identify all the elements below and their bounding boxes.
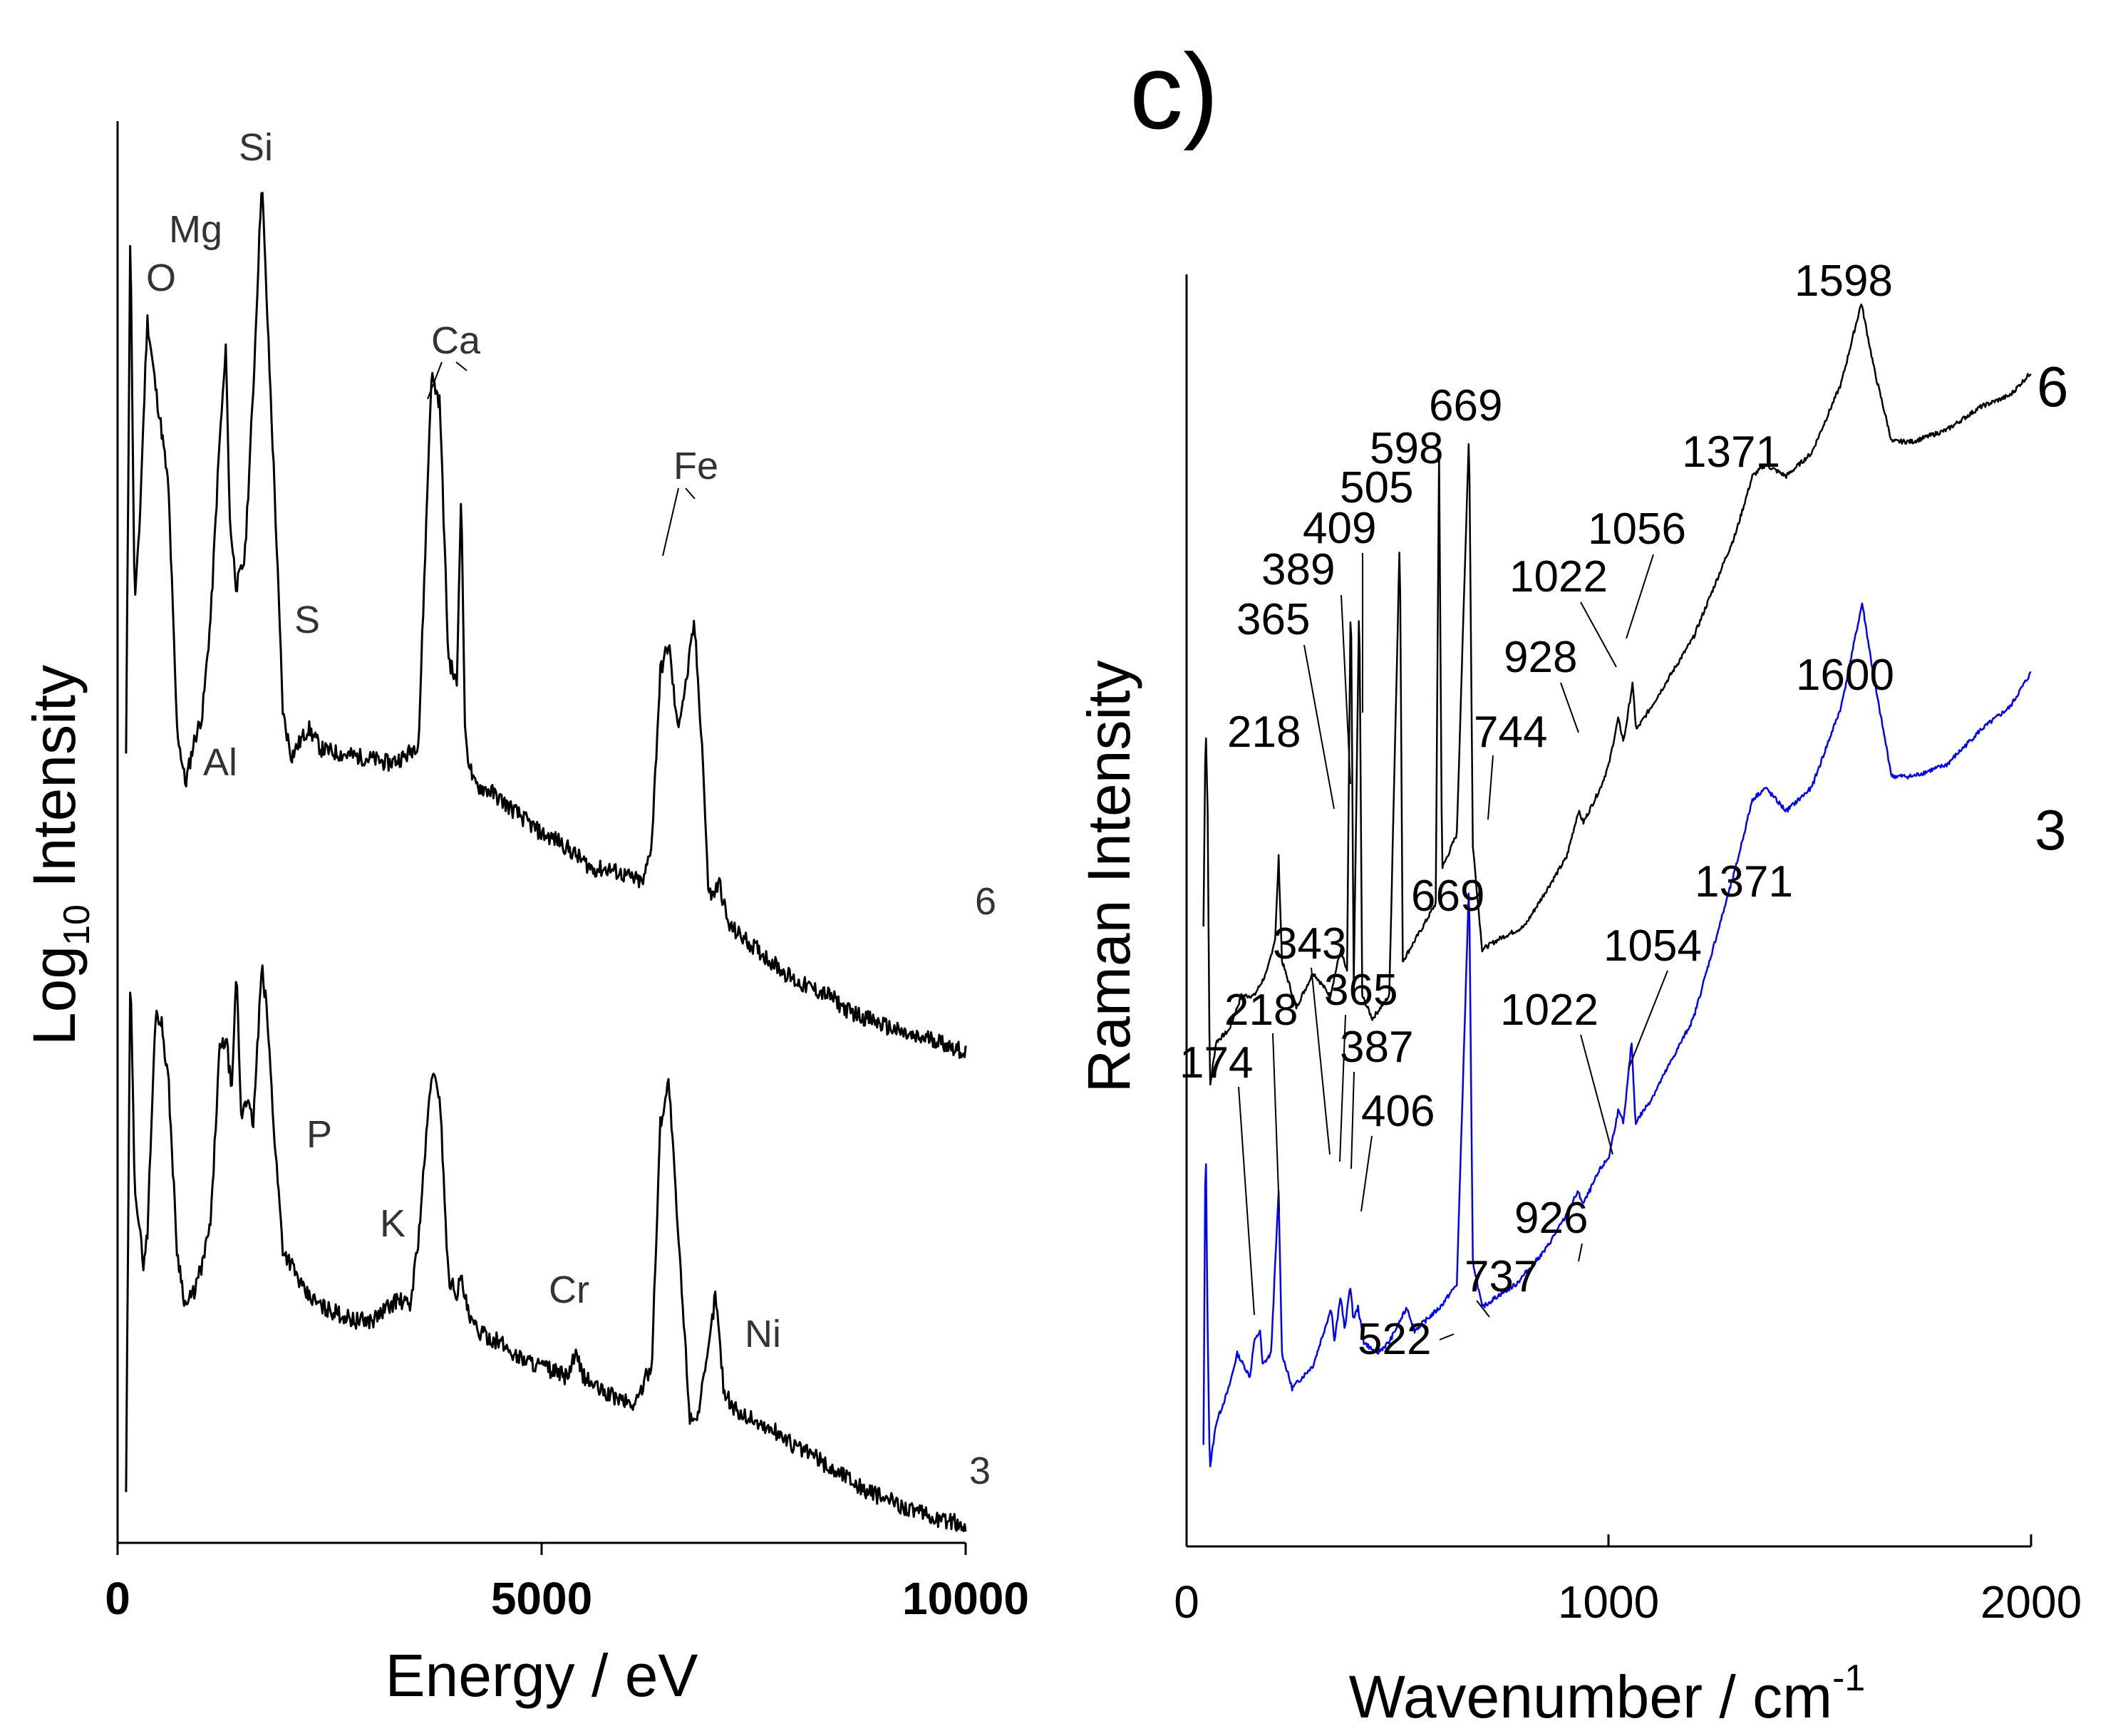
- edx-y-title-sub: 10: [56, 904, 98, 946]
- raman-peak-3-174: 174: [1179, 1038, 1253, 1087]
- raman-series-label-3: 3: [2035, 798, 2067, 862]
- edx-y-axis-title: Log10 Intensity: [21, 665, 98, 1045]
- raman-leader-6-389: [1341, 594, 1351, 785]
- raman-peak-3-365: 365: [1324, 966, 1398, 1015]
- raman-leader-3-406: [1360, 1135, 1373, 1212]
- raman-peak-3-1371: 1371: [1695, 857, 1793, 906]
- raman-peak-3-669: 669: [1411, 872, 1484, 921]
- edx-x-tick-label-0: 0: [105, 1573, 130, 1624]
- raman-leader-3-343: [1311, 967, 1331, 1155]
- raman-series-label-6: 6: [2037, 355, 2069, 418]
- raman-peak-6-409: 409: [1303, 504, 1376, 553]
- edx-series-3-line: [125, 964, 967, 1532]
- raman-peak-3-1600: 1600: [1796, 651, 1894, 700]
- edx-y-title-rest: Intensity: [21, 665, 88, 904]
- raman-leader-3-926: [1578, 1243, 1583, 1262]
- raman-series-6-line: [1202, 303, 2032, 1086]
- edx-label-Si: Si: [239, 126, 273, 169]
- raman-peak-3-343: 343: [1273, 919, 1346, 968]
- raman-leader-3-174: [1238, 1086, 1255, 1316]
- edx-label-S: S: [294, 599, 320, 641]
- raman-leader-6-928: [1560, 682, 1579, 733]
- edx-series-label-6: 6: [975, 880, 996, 923]
- edx-chart: 0 5000 10000 Energy / eV Log10 Intensity…: [21, 121, 1029, 1709]
- edx-fe-leader-b: [685, 487, 696, 500]
- raman-peak-3-218: 218: [1224, 986, 1298, 1035]
- raman-peak-6-928: 928: [1504, 633, 1577, 682]
- raman-x-axis-title: Wavenumber / cm-1: [1349, 1658, 1866, 1730]
- raman-leader-6-1022: [1580, 601, 1617, 668]
- edx-label-Ni: Ni: [745, 1313, 781, 1355]
- edx-x-tick-label-1: 5000: [491, 1573, 592, 1624]
- raman-leader-6-744: [1487, 755, 1494, 820]
- edx-label-Al: Al: [203, 741, 237, 784]
- raman-leader-3-387: [1350, 1071, 1355, 1169]
- edx-ca-leader-b: [455, 361, 468, 371]
- edx-x-axis-title: Energy / eV: [386, 1642, 698, 1709]
- raman-leader-3-1054: [1628, 970, 1668, 1070]
- edx-label-K: K: [380, 1202, 406, 1245]
- raman-x-title-base: Wavenumber / cm: [1349, 1663, 1832, 1730]
- raman-leader-3-218: [1272, 1033, 1280, 1212]
- raman-chart: 0 1000 2000 Wavenumber / cm-1 Raman Inte…: [1075, 257, 2082, 1730]
- raman-peak-6-389: 389: [1261, 545, 1335, 594]
- raman-peak-3-737: 737: [1465, 1252, 1538, 1301]
- raman-peak-6-1056: 1056: [1588, 505, 1686, 554]
- raman-leader-3-1022: [1580, 1034, 1613, 1155]
- raman-peak-6-218: 218: [1227, 708, 1301, 757]
- raman-peak-3-1022: 1022: [1500, 986, 1598, 1035]
- raman-peak-3-522: 522: [1358, 1315, 1431, 1364]
- raman-peak-3-926: 926: [1514, 1194, 1588, 1243]
- raman-peak-3-1054: 1054: [1603, 921, 1702, 971]
- raman-peak-6-1598: 1598: [1794, 257, 1893, 306]
- raman-leader-6-365: [1303, 644, 1335, 810]
- edx-label-Mg: Mg: [169, 208, 222, 251]
- edx-label-O: O: [146, 257, 176, 299]
- raman-leader-3-365: [1339, 1014, 1346, 1162]
- edx-series-6-line: [125, 192, 967, 1059]
- edx-x-tick-label-2: 10000: [902, 1573, 1029, 1624]
- raman-peak-6-744: 744: [1474, 708, 1547, 757]
- edx-ca-leader-a: [427, 361, 443, 400]
- raman-peak-6-1371: 1371: [1682, 428, 1780, 477]
- raman-leader-3-737: [1476, 1300, 1490, 1318]
- raman-leader-3-522: [1439, 1333, 1455, 1340]
- raman-x-tick-label-1: 1000: [1558, 1576, 1659, 1628]
- edx-series-label-3: 3: [969, 1450, 991, 1492]
- raman-peak-6-505: 505: [1340, 463, 1413, 512]
- raman-peak-3-387: 387: [1340, 1023, 1413, 1072]
- edx-label-Fe: Fe: [673, 445, 718, 487]
- raman-y-axis-title: Raman Intensity: [1075, 661, 1142, 1093]
- raman-peak-6-1022: 1022: [1509, 552, 1608, 601]
- edx-y-title-log: Log: [21, 946, 88, 1045]
- edx-fe-leader-a: [662, 487, 679, 557]
- raman-peak-3-406: 406: [1361, 1087, 1435, 1136]
- panel-label: c): [1130, 31, 1219, 151]
- edx-label-Cr: Cr: [549, 1269, 589, 1311]
- raman-leader-6-1056: [1626, 554, 1654, 639]
- raman-peak-6-669: 669: [1429, 381, 1502, 430]
- raman-peak-6-365: 365: [1236, 595, 1310, 644]
- raman-peak-6-598: 598: [1370, 424, 1443, 473]
- raman-x-title-sup: -1: [1832, 1658, 1865, 1699]
- edx-label-Ca: Ca: [431, 319, 481, 362]
- raman-x-tick-label-2: 2000: [1980, 1576, 2082, 1628]
- raman-x-tick-label-0: 0: [1174, 1576, 1199, 1628]
- edx-label-P: P: [306, 1113, 332, 1156]
- raman-series-3-line: [1202, 602, 2032, 1467]
